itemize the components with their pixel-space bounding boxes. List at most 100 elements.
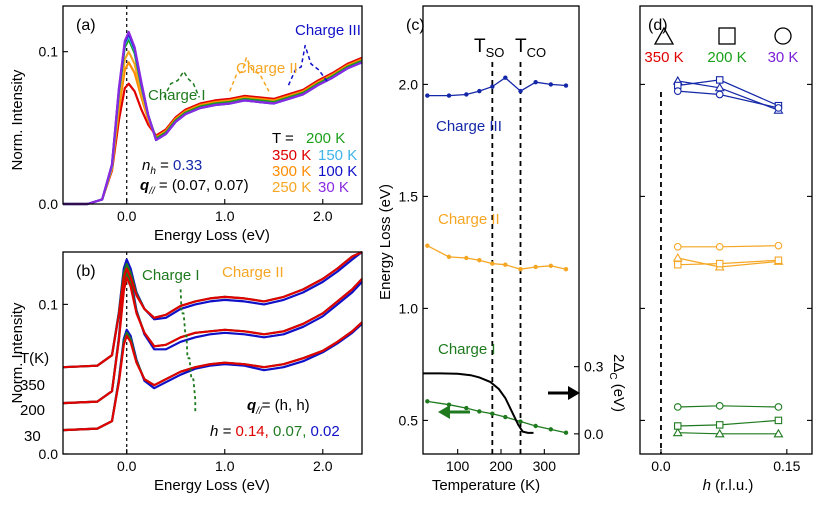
- hole-doping-symbol: n: [142, 157, 150, 174]
- panel-c-ytick-label: 1.5: [399, 188, 419, 204]
- data-point: [548, 263, 554, 269]
- legend-entry-100-k: 100 K: [318, 163, 357, 180]
- series-line-350-k: [63, 56, 363, 206]
- temperature-30: 30: [24, 428, 41, 445]
- series-line-30-k-h-0-02: [62, 322, 363, 432]
- momentum-value-b: = (h, h): [262, 397, 310, 414]
- h-value-007: 0.07,: [273, 423, 306, 440]
- series-line-charge-i: [427, 400, 567, 434]
- h-value-014: 0.14,: [235, 423, 268, 440]
- circle-marker: [715, 242, 724, 251]
- data-point: [533, 264, 538, 270]
- panel-a-ylabel: Norm. Intensity: [9, 69, 26, 170]
- series-line-200-k-h-0-07: [62, 271, 363, 405]
- panel-b-ytick-label: 0.1: [39, 296, 59, 312]
- series-line-350-k-h-0-14: [62, 251, 363, 369]
- square-marker: [674, 260, 682, 269]
- panel-a-xtick-label: 2.0: [313, 208, 333, 224]
- series-line-charge-iii: [427, 76, 567, 97]
- momentum-subscript-b: //: [255, 406, 263, 417]
- data-point: [490, 84, 495, 89]
- panel-c-ylabel: Energy Loss (eV): [377, 184, 394, 300]
- data-point: [464, 255, 469, 261]
- circle-marker: [715, 90, 724, 99]
- data-point: [518, 88, 523, 94]
- legend-entry-250-k: 250 K: [272, 179, 311, 196]
- series-line-350-k-h-0-07: [62, 251, 363, 369]
- panel-a: 0.0 1.0 2.0 0.0 0.1 (a) Norm. Intensity Ener…: [9, 5, 363, 244]
- panel-a-xtick-label: 0.0: [117, 208, 137, 224]
- gap-unit: (eV): [610, 380, 627, 413]
- data-point: [477, 88, 482, 94]
- h-values-label: h = 0.14, 0.07, 0.02: [210, 423, 340, 440]
- series-line-charge-i: [179, 289, 197, 413]
- panel-c-plot: 100 200 300 0.5 1.0 1.5 2.0 0.0 0.3: [399, 5, 604, 474]
- data-point: [563, 430, 569, 435]
- panel-a-plot: 0.0 1.0 2.0 0.0 0.1: [39, 5, 363, 224]
- square-marker: [774, 256, 783, 264]
- panel-b-frame: [62, 251, 363, 455]
- legend-entry-350-k: 350 K: [644, 49, 683, 66]
- legend-circle-icon: [774, 27, 792, 45]
- panel-b-xtick-label: 2.0: [313, 458, 333, 474]
- panel-a-xlabel: Energy Loss (eV): [154, 227, 270, 244]
- panel-b-label: (b): [76, 263, 96, 280]
- panel-c-y2tick-label: 0.0: [584, 426, 604, 442]
- series-line-200-k-h-0-02: [62, 267, 363, 405]
- series-line-30-k-h-0-14: [62, 321, 363, 432]
- data-point: [503, 75, 508, 80]
- square-marker: [715, 76, 724, 84]
- data-point: [533, 423, 538, 429]
- series-line-charge-i-200-k: [677, 419, 779, 427]
- panel-d-frame: [639, 5, 813, 455]
- panel-c-xtick-label: 200: [489, 458, 513, 474]
- right-axis-arrow: [548, 386, 580, 400]
- data-point: [518, 419, 523, 424]
- series-line-charge-i: [163, 70, 200, 98]
- circle-marker: [774, 104, 783, 112]
- h-value-002: 0.02: [311, 423, 340, 440]
- panel-c-ytick-label: 2.0: [399, 76, 419, 92]
- panel-b-ylabel: Norm. Intensity: [9, 302, 26, 403]
- panel-d: 0.0 0.15 (d) h (r.l.u.) 350 K 200 K 30 K: [639, 5, 813, 494]
- triangle-marker: [773, 428, 784, 438]
- panel-a-ytick-label: 0.0: [39, 196, 59, 212]
- data-point: [446, 402, 452, 407]
- series-line-charge-ii: [229, 57, 270, 92]
- circle-marker: [673, 87, 682, 95]
- annotation-charge-i: Charge I: [148, 87, 206, 104]
- data-point: [464, 405, 469, 411]
- panel-d-legend: 350 K 200 K 30 K: [644, 26, 798, 66]
- data-point: [464, 92, 469, 97]
- momentum-subscript: //: [148, 186, 156, 197]
- data-point: [548, 82, 554, 87]
- triangle-marker: [672, 252, 683, 262]
- panel-a-ytick-label: 0.1: [39, 44, 59, 60]
- series-line-charge-ii-30-k: [677, 245, 779, 248]
- panel-b-xlabel: Energy Loss (eV): [154, 477, 270, 494]
- gap-symbol: 2Δ: [610, 354, 627, 372]
- tso-label: TSO: [474, 36, 504, 60]
- gap-subscript: C: [607, 372, 618, 379]
- series-line-charge-i-30-k: [677, 405, 779, 408]
- left-axis-arrow: [438, 405, 470, 419]
- data-point: [477, 258, 482, 263]
- data-point: [425, 399, 430, 404]
- data-point: [477, 409, 482, 414]
- panel-a-frame: [62, 5, 363, 205]
- temperature-350: 350: [20, 377, 45, 394]
- data-point: [425, 93, 430, 98]
- legend-entry-30-k: 30 K: [318, 179, 349, 196]
- panel-b-xtick-label: 1.0: [215, 458, 235, 474]
- panel-c-xtick-label: 300: [533, 458, 557, 474]
- panel-d-xtick-label: 0.15: [773, 458, 800, 474]
- square-marker: [715, 421, 724, 429]
- data-point: [563, 83, 569, 88]
- circle-marker: [774, 241, 783, 250]
- data-point: [518, 267, 523, 272]
- temperature-equals-label: T =: [272, 130, 294, 147]
- square-marker: [715, 259, 724, 268]
- annotation-charge-i-b: Charge I: [142, 267, 200, 284]
- series-line-30-k: [63, 30, 363, 206]
